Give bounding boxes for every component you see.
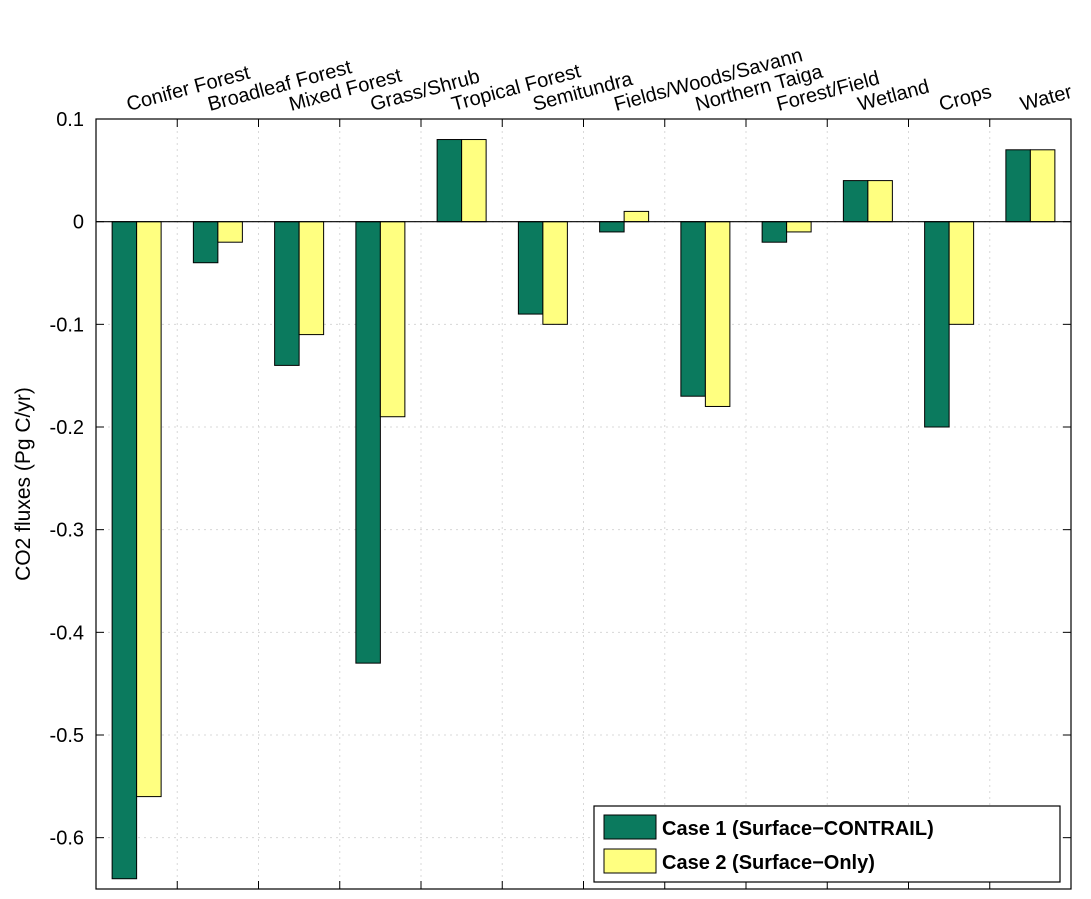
- y-tick-label: -0.1: [50, 314, 84, 336]
- bar-case1-9: [842, 180, 869, 223]
- bar-case2-0: [136, 221, 162, 798]
- bars: [111, 139, 1056, 880]
- y-axis-title: CO2 fluxes (Pg C/yr): [12, 387, 35, 581]
- bar-case1-10: [924, 221, 950, 428]
- legend: Case 1 (Surface−CONTRAIL) Case 2 (Surfac…: [593, 805, 1061, 883]
- bar-case1-11: [1005, 149, 1031, 223]
- bar-case1-2: [274, 221, 300, 366]
- bar-case1-7: [680, 221, 706, 397]
- y-tick-label: -0.3: [50, 520, 84, 542]
- bar-case2-11: [1029, 149, 1056, 223]
- category-label: Water: [1018, 81, 1075, 116]
- bar-case1-4: [436, 139, 463, 223]
- bar-case2-1: [217, 221, 243, 243]
- bar-case1-6: [599, 221, 625, 233]
- axis-ticks: 0.1 0 -0.1 -0.2 -0.3 -0.4 -0.5 -0.6: [50, 109, 1071, 889]
- bar-case2-2: [298, 221, 325, 336]
- bar-case2-3: [379, 221, 406, 418]
- legend-label-case1: Case 1 (Surface−CONTRAIL): [662, 818, 934, 840]
- bar-case1-3: [355, 221, 381, 664]
- bar-case1-8: [761, 221, 788, 243]
- category-label: Crops: [937, 81, 994, 116]
- y-tick-label: -0.6: [50, 828, 84, 850]
- bar-case2-7: [704, 221, 731, 407]
- legend-swatch-case1: [603, 814, 657, 840]
- legend-label-case2: Case 2 (Surface−Only): [662, 852, 875, 874]
- bar-case1-0: [111, 221, 138, 880]
- y-tick-label: -0.4: [50, 622, 84, 644]
- bar-case2-4: [461, 139, 487, 223]
- y-tick-label: -0.5: [50, 725, 84, 747]
- bar-case2-10: [948, 221, 975, 325]
- bar-case2-9: [867, 180, 893, 223]
- y-tick-label: 0: [73, 212, 84, 234]
- bar-case1-1: [192, 221, 219, 264]
- bar-case2-6: [623, 210, 650, 223]
- legend-box: [593, 805, 1061, 883]
- legend-swatch-case2: [603, 848, 657, 874]
- bar-case1-5: [517, 221, 544, 315]
- bar-case2-8: [786, 221, 812, 233]
- bar-case2-5: [542, 221, 568, 325]
- y-tick-label: -0.2: [50, 417, 84, 439]
- y-tick-label: 0.1: [56, 109, 84, 131]
